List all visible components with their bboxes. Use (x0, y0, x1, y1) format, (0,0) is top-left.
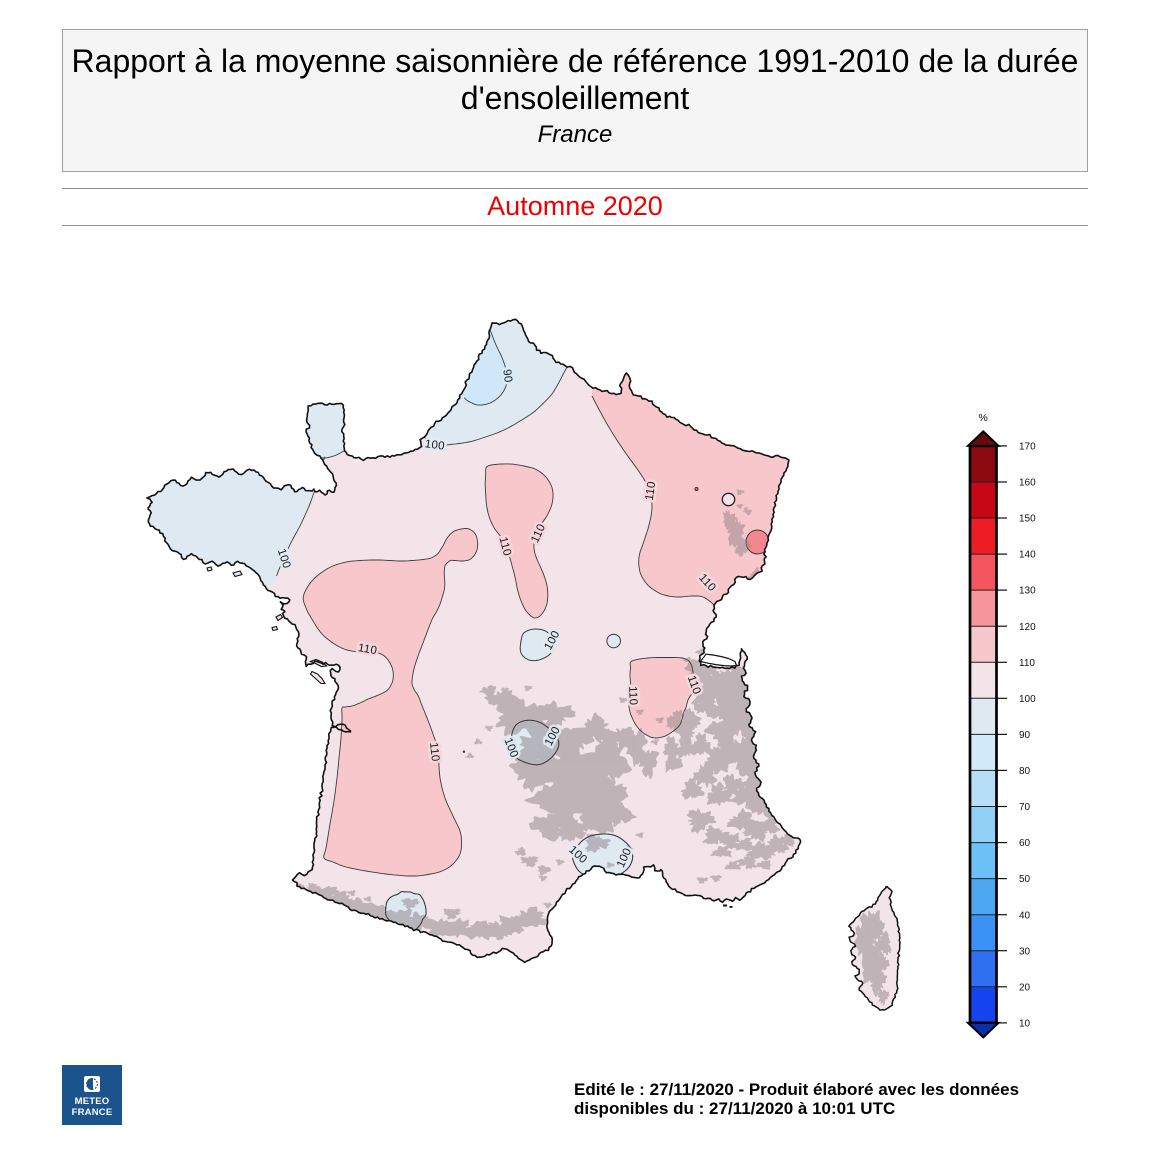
svg-text:70: 70 (1019, 802, 1031, 813)
svg-text:150: 150 (1019, 514, 1036, 525)
svg-text:160: 160 (1019, 478, 1036, 489)
svg-text:%: % (979, 412, 988, 424)
svg-text:10: 10 (1019, 1019, 1031, 1030)
svg-text:20: 20 (1019, 982, 1031, 993)
svg-text:140: 140 (1019, 550, 1036, 561)
svg-text:110: 110 (1019, 658, 1035, 669)
svg-text:110: 110 (626, 686, 639, 706)
svg-text:110: 110 (644, 481, 659, 502)
svg-text:50: 50 (1019, 874, 1031, 885)
svg-text:100: 100 (1019, 694, 1036, 705)
svg-text:110: 110 (427, 742, 441, 762)
svg-text:60: 60 (1019, 838, 1031, 849)
svg-text:90: 90 (500, 369, 514, 384)
svg-text:80: 80 (1019, 766, 1031, 777)
svg-text:40: 40 (1019, 910, 1031, 921)
svg-text:170: 170 (1019, 442, 1036, 453)
svg-text:100: 100 (424, 438, 446, 453)
svg-text:90: 90 (1019, 730, 1031, 741)
svg-text:30: 30 (1019, 946, 1031, 957)
svg-text:120: 120 (1019, 622, 1036, 633)
svg-text:130: 130 (1019, 586, 1036, 597)
